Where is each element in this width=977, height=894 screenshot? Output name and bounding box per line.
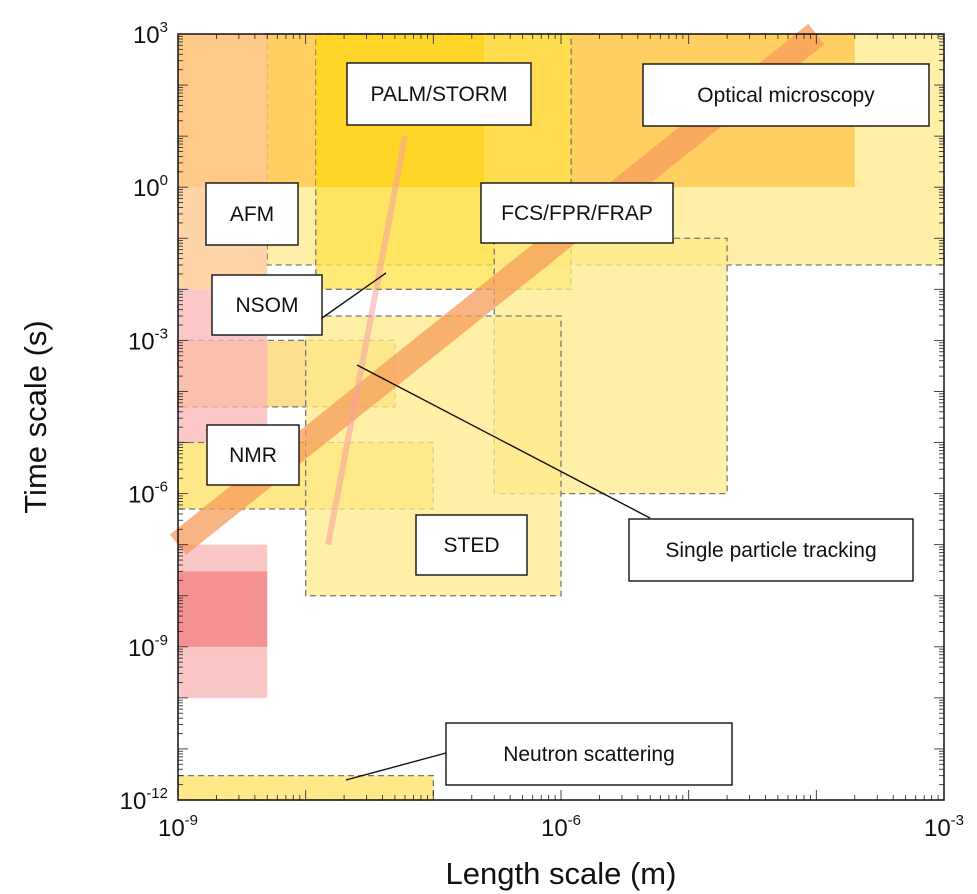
label-text: PALM/STORM	[371, 83, 508, 106]
technique-labels: Optical microscopy PALM/STORM AFM FCS/FPR/F…	[205, 62, 930, 786]
label-text: FCS/FPR/FRAP	[501, 202, 653, 225]
label-neutron-scattering: Neutron scattering	[445, 722, 733, 786]
y-tick-label: 10-9	[128, 632, 168, 662]
label-palm-storm: PALM/STORM	[346, 62, 532, 126]
x-tick-label: 10-6	[541, 812, 581, 842]
y-tick-label: 100	[133, 172, 168, 202]
region-unlabeled-12	[178, 571, 268, 647]
label-box	[415, 514, 528, 576]
leader-line-0	[321, 272, 387, 319]
label-text: Neutron scattering	[503, 743, 675, 766]
label-box	[642, 63, 930, 127]
label-box	[211, 274, 323, 336]
label-text: Optical microscopy	[697, 84, 875, 107]
leader-line-2	[345, 752, 447, 781]
plot-frame	[177, 33, 945, 801]
label-nsom: NSOM	[211, 274, 323, 336]
label-text: STED	[443, 534, 499, 557]
leader-line-1	[356, 364, 651, 519]
x-axis-title: Length scale (m)	[446, 856, 677, 891]
label-optical-microscopy: Optical microscopy	[642, 63, 930, 127]
y-axis-title: Time scale (s)	[18, 320, 53, 513]
label-nmr: NMR	[206, 424, 300, 486]
label-sted: STED	[415, 514, 528, 576]
label-box	[480, 182, 674, 244]
technique-regions	[177, 33, 945, 801]
y-tick-label: 10-3	[128, 325, 168, 355]
x-tick-label: 10-9	[158, 812, 198, 842]
y-tick-label: 10-6	[128, 479, 168, 509]
label-box	[346, 62, 532, 126]
label-single-particle-tracking: Single particle tracking	[628, 518, 914, 582]
label-box	[628, 518, 914, 582]
region-afm-2	[178, 34, 268, 290]
y-tick-label: 10-12	[120, 785, 168, 815]
thin-band	[325, 135, 408, 546]
label-text: NMR	[229, 444, 277, 467]
label-box	[205, 182, 299, 246]
label-text: NSOM	[236, 294, 299, 317]
label-text: AFM	[230, 203, 274, 226]
label-afm: AFM	[205, 182, 299, 246]
label-box	[206, 424, 300, 486]
y-tick-label: 103	[133, 19, 168, 49]
x-tick-label: 10-3	[924, 812, 964, 842]
label-box	[445, 722, 733, 786]
label-text: Single particle tracking	[665, 539, 876, 562]
label-fcs-fpr-frap: FCS/FPR/FRAP	[480, 182, 674, 244]
leader-lines	[321, 272, 651, 781]
